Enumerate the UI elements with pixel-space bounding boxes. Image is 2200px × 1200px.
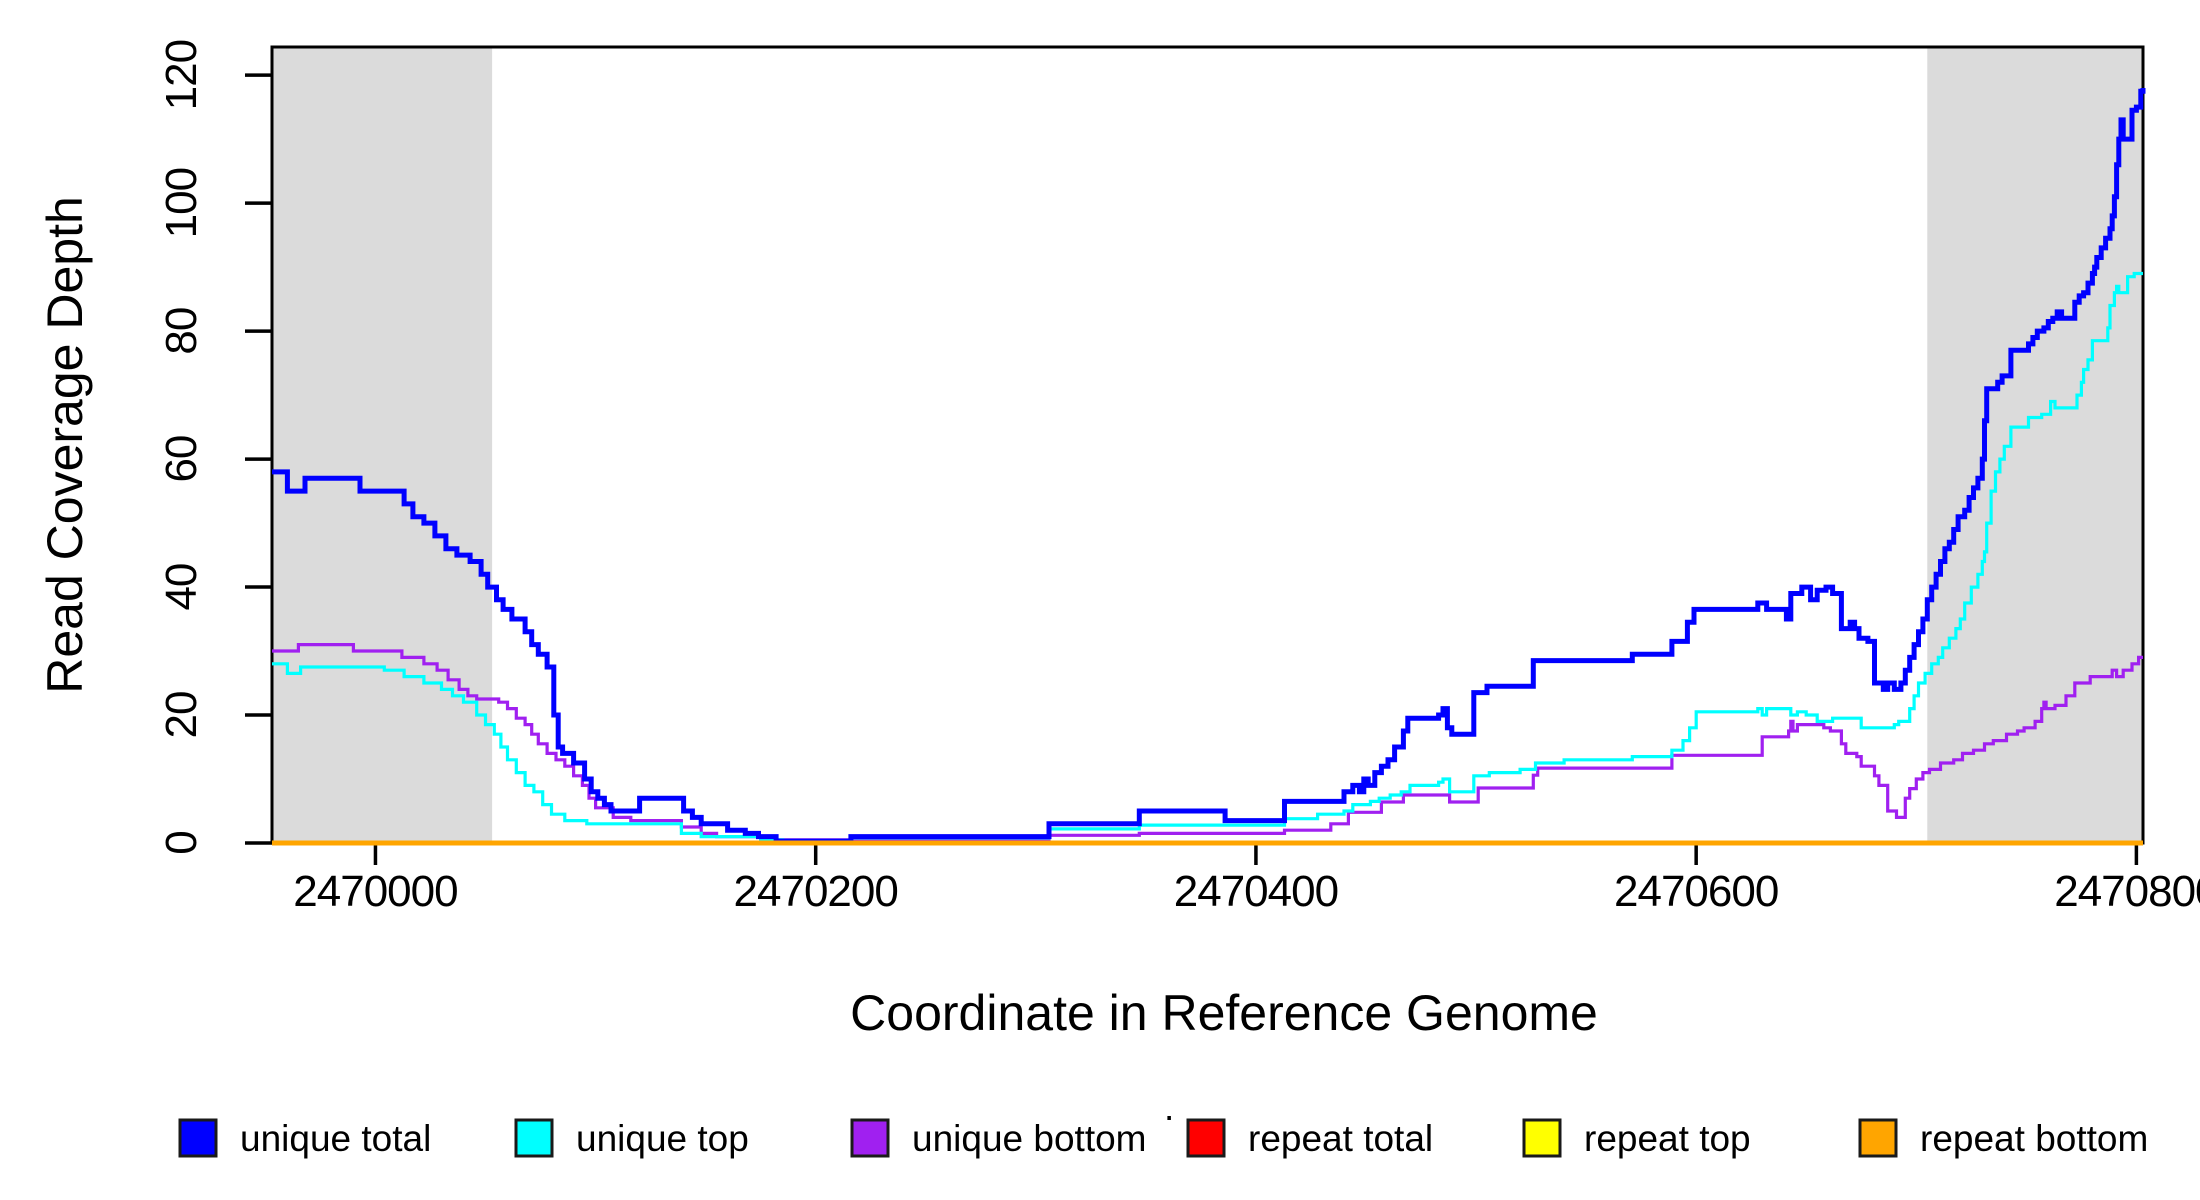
stray-dot: · <box>1163 1095 1175 1136</box>
y-tick-label: 80 <box>157 308 206 355</box>
y-tick-label: 120 <box>157 40 206 110</box>
legend-item-unique-total: unique total <box>178 1118 431 1159</box>
series-unique-bottom-line <box>272 643 2143 843</box>
legend-swatch-unique-bottom <box>850 1118 890 1158</box>
legend-swatch-unique-top <box>514 1118 554 1158</box>
shaded-regions <box>272 47 2143 843</box>
legend-label: unique bottom <box>912 1118 1147 1159</box>
series-unique-top-line <box>272 271 2143 845</box>
y-axis-title: Read Coverage Depth <box>37 196 93 694</box>
legend-label: repeat total <box>1248 1118 1433 1159</box>
legend-item-unique-bottom: unique bottom <box>850 1118 1147 1159</box>
legend-item-repeat-total: repeat total <box>1186 1118 1433 1159</box>
legend-label: repeat top <box>1584 1118 1751 1159</box>
legend-swatch-repeat-total <box>1186 1118 1226 1158</box>
legend-swatch-repeat-top <box>1522 1118 1562 1158</box>
right-shaded-region <box>1927 47 2143 843</box>
series-unique-total-line <box>272 88 2146 844</box>
legend-item-unique-top: unique top <box>514 1118 749 1159</box>
left-shaded-region <box>272 47 493 843</box>
y-tick-label: 20 <box>157 692 206 739</box>
legend-swatch-unique-total <box>178 1118 218 1158</box>
x-tick-label: 2470200 <box>734 867 898 916</box>
y-tick-label: 100 <box>157 168 206 238</box>
legend-swatch-repeat-bottom <box>1858 1118 1898 1158</box>
x-tick-label: 2470400 <box>1174 867 1338 916</box>
legend-label: repeat bottom <box>1920 1118 2148 1159</box>
series-lines <box>272 88 2146 846</box>
x-axis-title: Coordinate in Reference Genome <box>850 985 1598 1041</box>
legend-label: unique top <box>576 1118 749 1159</box>
legend-item-repeat-top: repeat top <box>1522 1118 1751 1159</box>
y-tick-label: 40 <box>157 564 206 611</box>
legend-item-repeat-bottom: repeat bottom <box>1858 1118 2148 1159</box>
y-tick-label: 0 <box>157 831 206 854</box>
x-tick-label: 2470000 <box>293 867 457 916</box>
x-tick-label: 2470600 <box>1614 867 1778 916</box>
y-tick-label: 60 <box>157 436 206 483</box>
legend: unique total unique top unique bottom repea… <box>178 1095 2148 1159</box>
legend-label: unique total <box>240 1118 431 1159</box>
